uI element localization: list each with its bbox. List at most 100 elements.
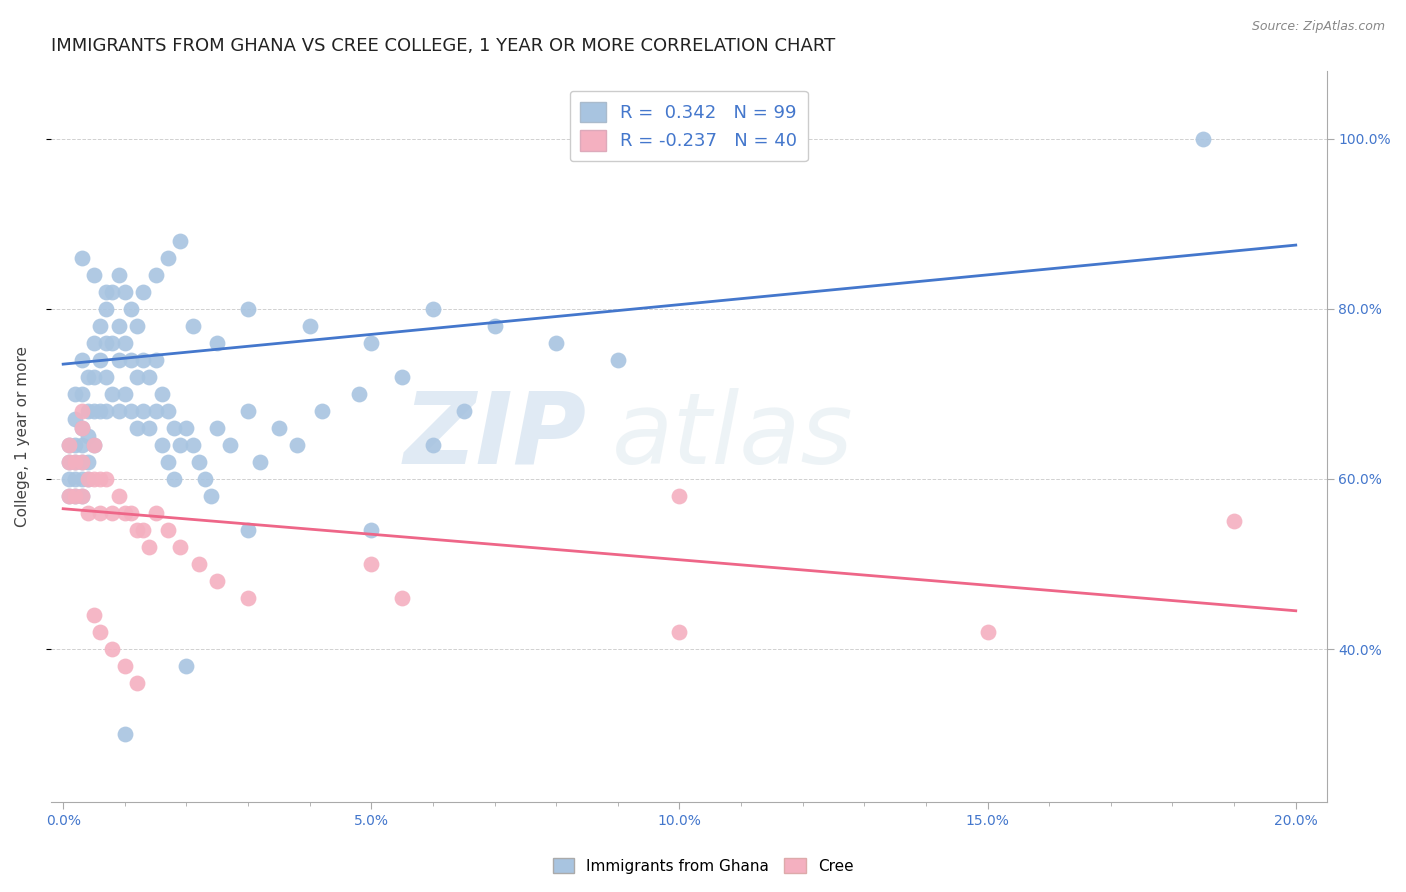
Point — [606, 352, 628, 367]
Point — [107, 404, 129, 418]
Point — [176, 659, 198, 673]
Point — [187, 557, 209, 571]
Point — [1223, 515, 1246, 529]
Point — [138, 370, 160, 384]
Point — [76, 472, 98, 486]
Point — [89, 625, 111, 640]
Point — [89, 318, 111, 333]
Point — [163, 421, 186, 435]
Point — [89, 352, 111, 367]
Point — [114, 387, 136, 401]
Point — [96, 404, 118, 418]
Point — [132, 404, 155, 418]
Point — [65, 455, 87, 469]
Point — [107, 352, 129, 367]
Point — [132, 523, 155, 537]
Point — [360, 523, 382, 537]
Point — [58, 489, 80, 503]
Point — [96, 285, 118, 299]
Point — [127, 370, 149, 384]
Point — [311, 404, 333, 418]
Point — [391, 370, 413, 384]
Point — [65, 455, 87, 469]
Point — [484, 318, 506, 333]
Point — [83, 438, 105, 452]
Point — [65, 412, 87, 426]
Point — [114, 506, 136, 520]
Point — [169, 234, 191, 248]
Point — [70, 421, 93, 435]
Text: Source: ZipAtlas.com: Source: ZipAtlas.com — [1251, 20, 1385, 33]
Point — [169, 438, 191, 452]
Point — [70, 404, 93, 418]
Text: ZIP: ZIP — [404, 388, 586, 485]
Point — [218, 438, 240, 452]
Point — [145, 352, 167, 367]
Point — [127, 676, 149, 690]
Point — [360, 335, 382, 350]
Point — [70, 455, 93, 469]
Point — [76, 404, 98, 418]
Point — [145, 506, 167, 520]
Point — [120, 404, 142, 418]
Point — [200, 489, 222, 503]
Point — [207, 335, 229, 350]
Text: atlas: atlas — [612, 388, 853, 485]
Point — [145, 404, 167, 418]
Point — [58, 438, 80, 452]
Point — [96, 472, 118, 486]
Point — [96, 301, 118, 316]
Point — [96, 335, 118, 350]
Point — [138, 540, 160, 554]
Point — [89, 472, 111, 486]
Point — [101, 642, 124, 657]
Point — [391, 591, 413, 605]
Point — [83, 370, 105, 384]
Point — [58, 455, 80, 469]
Point — [156, 404, 179, 418]
Point — [65, 472, 87, 486]
Point — [150, 438, 173, 452]
Point — [120, 301, 142, 316]
Point — [58, 438, 80, 452]
Point — [132, 352, 155, 367]
Point — [194, 472, 217, 486]
Point — [546, 335, 568, 350]
Point — [127, 523, 149, 537]
Point — [83, 608, 105, 623]
Point — [70, 251, 93, 265]
Point — [76, 455, 98, 469]
Point — [70, 438, 93, 452]
Point — [422, 438, 444, 452]
Point — [101, 335, 124, 350]
Y-axis label: College, 1 year or more: College, 1 year or more — [15, 346, 30, 527]
Point — [58, 455, 80, 469]
Point — [83, 472, 105, 486]
Point — [1192, 132, 1215, 146]
Point — [138, 421, 160, 435]
Point — [114, 285, 136, 299]
Legend: Immigrants from Ghana, Cree: Immigrants from Ghana, Cree — [547, 852, 859, 880]
Point — [236, 591, 259, 605]
Point — [114, 335, 136, 350]
Point — [668, 625, 690, 640]
Point — [65, 489, 87, 503]
Point — [101, 387, 124, 401]
Point — [181, 318, 204, 333]
Point — [360, 557, 382, 571]
Point — [58, 472, 80, 486]
Point — [156, 455, 179, 469]
Point — [236, 301, 259, 316]
Point — [65, 387, 87, 401]
Legend: R =  0.342   N = 99, R = -0.237   N = 40: R = 0.342 N = 99, R = -0.237 N = 40 — [569, 91, 808, 161]
Point — [127, 421, 149, 435]
Point — [285, 438, 308, 452]
Point — [453, 404, 475, 418]
Point — [101, 285, 124, 299]
Point — [120, 352, 142, 367]
Point — [114, 659, 136, 673]
Point — [156, 523, 179, 537]
Point — [70, 489, 93, 503]
Point — [83, 404, 105, 418]
Point — [120, 506, 142, 520]
